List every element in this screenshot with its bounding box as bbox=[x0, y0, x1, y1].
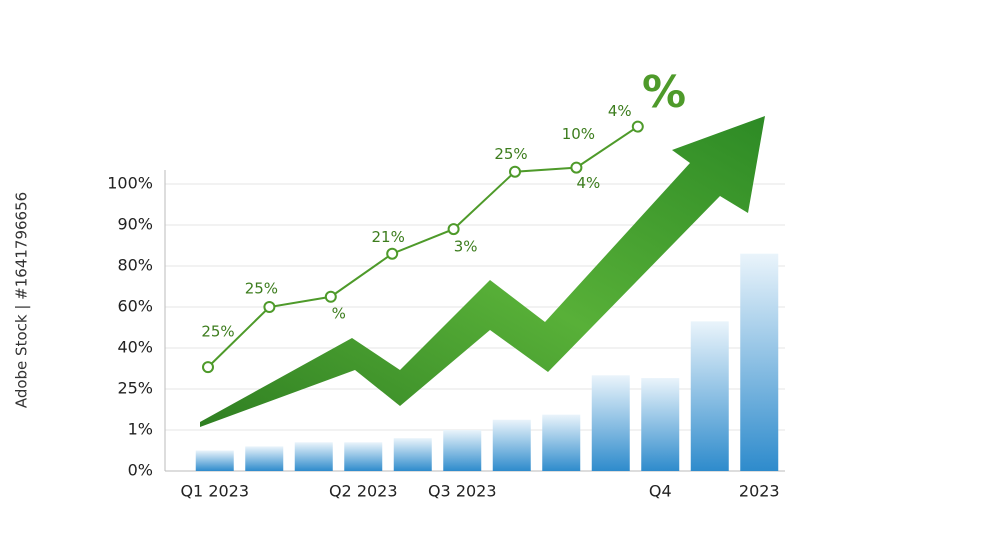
y-tick-label: 25% bbox=[117, 379, 153, 398]
trend-arrow bbox=[200, 116, 765, 427]
bar bbox=[443, 430, 482, 471]
annotation: 25% bbox=[201, 323, 234, 341]
bar bbox=[690, 321, 729, 471]
x-tick-label: Q2 2023 bbox=[329, 482, 398, 501]
annotation: 3% bbox=[454, 238, 478, 256]
y-tick-label: 0% bbox=[128, 461, 153, 480]
line-point bbox=[509, 165, 521, 178]
bar bbox=[740, 253, 779, 471]
line-point bbox=[386, 247, 399, 260]
annotation: 25% bbox=[245, 280, 278, 298]
badge: % bbox=[642, 67, 686, 118]
y-tick-label: 40% bbox=[117, 338, 153, 357]
x-tick-label: Q4 bbox=[649, 482, 672, 501]
y-tick-label: 100% bbox=[107, 174, 153, 193]
bar bbox=[195, 450, 234, 471]
annotation: 4% bbox=[608, 102, 632, 120]
annotation: % bbox=[332, 304, 346, 322]
y-tick-label: 80% bbox=[117, 256, 153, 275]
line-point bbox=[631, 120, 644, 133]
line-point bbox=[324, 290, 337, 303]
bar bbox=[542, 414, 581, 471]
watermark: Adobe Stock | #1641796656 bbox=[13, 192, 31, 408]
x-tick-label: Q3 2023 bbox=[428, 482, 497, 501]
trend-line bbox=[207, 125, 639, 368]
annotation: 25% bbox=[494, 145, 527, 163]
annotation: 4% bbox=[577, 174, 601, 192]
x-tick-label: 2023 bbox=[739, 482, 780, 501]
line-point bbox=[570, 161, 583, 174]
y-tick-label: 60% bbox=[117, 297, 153, 316]
bar bbox=[641, 378, 680, 471]
bar bbox=[245, 446, 284, 471]
y-tick-label: 1% bbox=[128, 420, 153, 439]
bar bbox=[344, 442, 383, 471]
annotation: 10% bbox=[562, 125, 595, 143]
x-tick-label: Q1 2023 bbox=[180, 482, 249, 501]
bar bbox=[492, 419, 531, 471]
line-point bbox=[447, 223, 460, 236]
line-point bbox=[263, 301, 276, 313]
y-tick-label: 90% bbox=[117, 215, 153, 234]
bar bbox=[591, 375, 630, 471]
bar bbox=[393, 438, 432, 471]
bar bbox=[294, 442, 333, 471]
line-point bbox=[202, 361, 214, 374]
annotation: 21% bbox=[372, 228, 405, 246]
